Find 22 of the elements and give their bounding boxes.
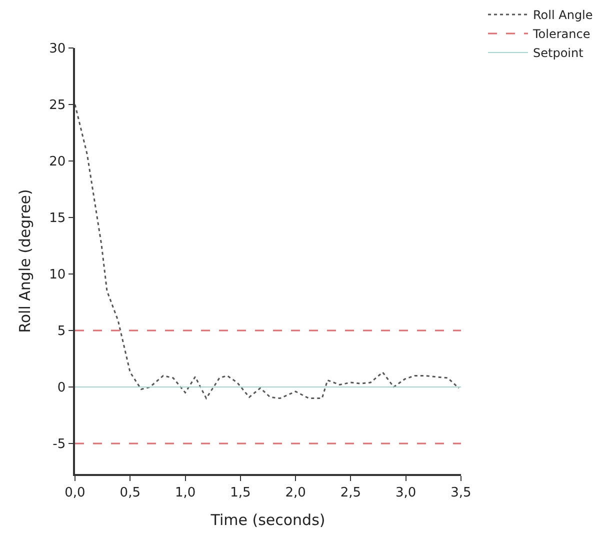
y-axis-title: Roll Angle (degree) — [16, 189, 34, 333]
y-tick-label: -5 — [52, 437, 66, 452]
x-tick-label: 1,5 — [230, 485, 251, 500]
x-tick-label: 2,5 — [340, 485, 362, 500]
y-tick-label: 20 — [49, 154, 66, 170]
x-tick-label: 1,0 — [174, 485, 196, 500]
y-tick-label: 15 — [49, 211, 66, 226]
x-tick-label: 0,0 — [64, 485, 86, 500]
y-tick-label: 5 — [57, 324, 66, 340]
legend-label: Roll Angle — [533, 8, 593, 22]
x-tick-label: 3,5 — [450, 485, 472, 500]
legend-label: Setpoint — [533, 46, 584, 60]
x-tick-label: 0,5 — [120, 485, 140, 500]
x-axis-title: Time (seconds) — [210, 510, 326, 529]
y-tick-label: 10 — [49, 268, 66, 283]
y-tick-label: 0 — [57, 380, 66, 396]
y-tick-label: 25 — [49, 98, 66, 114]
legend-label: Tolerance — [532, 27, 590, 42]
x-tick-label: 2,0 — [285, 485, 306, 500]
y-tick-label: 30 — [49, 42, 66, 57]
x-tick-label: 3,0 — [396, 485, 416, 500]
line-series — [75, 104, 460, 400]
